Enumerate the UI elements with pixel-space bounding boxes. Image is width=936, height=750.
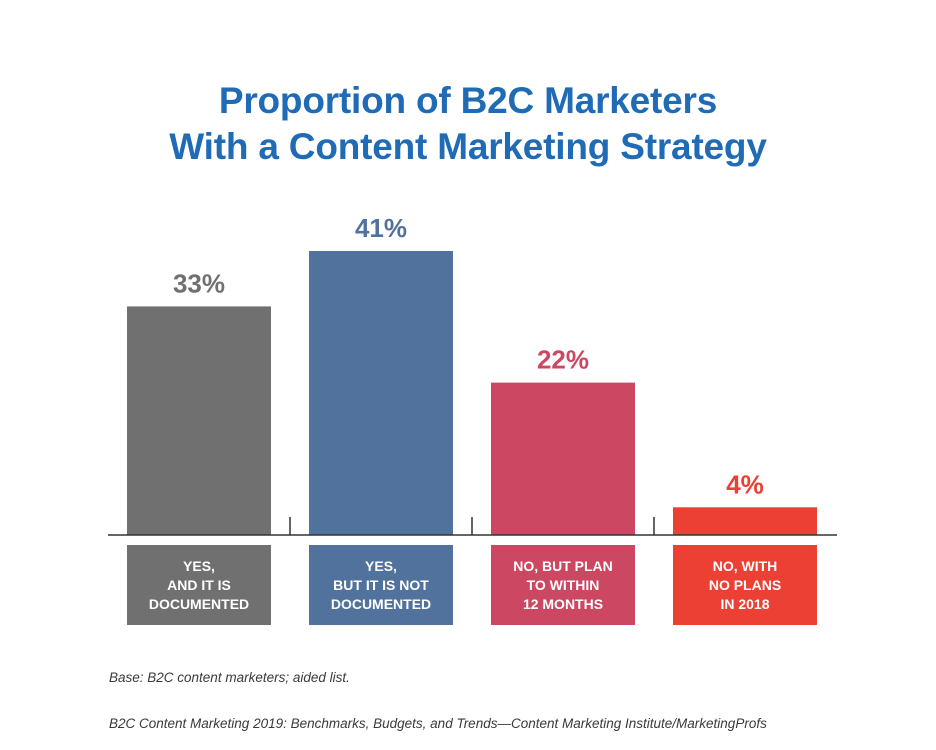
value-label-2: 41% (355, 213, 407, 243)
category-label-1-line-1: YES, (183, 558, 215, 574)
value-label-3: 22% (537, 345, 589, 375)
category-label-2-line-2: BUT IT IS NOT (333, 577, 429, 593)
category-label-3-line-2: TO WITHIN (527, 577, 600, 593)
category-label-3-line-3: 12 MONTHS (523, 596, 603, 612)
category-box-3 (491, 545, 635, 625)
category-label-4-line-2: NO PLANS (709, 577, 781, 593)
source-note: B2C Content Marketing 2019: Benchmarks, … (109, 716, 767, 731)
chart-title: Proportion of B2C Marketers With a Conte… (0, 78, 936, 170)
category-label-4-line-1: NO, WITH (713, 558, 778, 574)
category-label-2-line-1: YES, (365, 558, 397, 574)
category-label-2-line-3: DOCUMENTED (331, 596, 431, 612)
bar-chart: 33% YES, AND IT IS DOCUMENTED 41% YES, BUT IT … (108, 213, 837, 625)
bar-1 (127, 306, 271, 535)
bar-4 (673, 507, 817, 535)
category-label-1-line-3: DOCUMENTED (149, 596, 249, 612)
category-label-4-line-3: IN 2018 (720, 596, 769, 612)
category-box-2 (309, 545, 453, 625)
category-label-1-line-2: AND IT IS (167, 577, 231, 593)
chart-title-line-2: With a Content Marketing Strategy (169, 126, 767, 167)
value-label-4: 4% (726, 469, 764, 499)
value-label-1: 33% (173, 268, 225, 298)
category-box-1 (127, 545, 271, 625)
category-box-4 (673, 545, 817, 625)
bar-3 (491, 382, 635, 535)
bar-2 (309, 251, 453, 535)
base-note: Base: B2C content marketers; aided list. (109, 670, 350, 685)
category-label-3-line-1: NO, BUT PLAN (513, 558, 613, 574)
chart-title-line-1: Proportion of B2C Marketers (218, 80, 718, 121)
